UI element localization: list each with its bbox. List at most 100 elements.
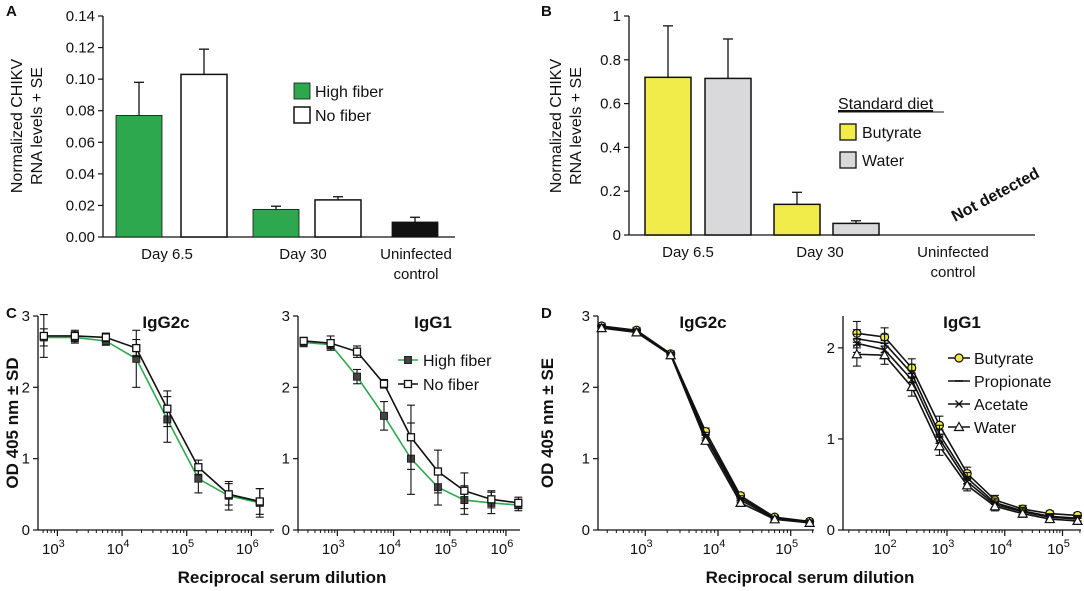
x-category-label: control [393, 266, 438, 283]
bar-butyrate [773, 203, 821, 236]
bar-high-fiber [115, 115, 163, 238]
y-tick-label: 0.12 [66, 40, 95, 57]
series-line-acetate [601, 326, 810, 523]
data-point [596, 322, 608, 333]
x-category-label: Day 30 [796, 244, 844, 261]
x-tick-label: 106 [491, 538, 514, 558]
x-tick-label: 105 [171, 538, 194, 558]
data-point [353, 372, 362, 381]
x-category-label: Day 6.5 [662, 244, 714, 261]
y-axis-label: OD 405 nm ± SE [538, 358, 557, 488]
y-tick-label: 1 [582, 451, 590, 468]
y-tick-label: 0.14 [66, 8, 95, 25]
x-tick-label: 103 [932, 538, 955, 558]
y-axis-label-line-1: Normalized CHIKV [9, 59, 26, 194]
panel-b-chart: 0 0.2 0.4 0.6 0.8 1 Day 6.5 Day 30 Uninfected con… [548, 8, 1042, 281]
x-category-label: Day 30 [279, 246, 327, 263]
y-axis-label: OD 405 nm ± SD [3, 357, 22, 488]
y-tick-label: 0.4 [600, 139, 621, 156]
data-point [39, 331, 48, 341]
x-tick-label: 104 [378, 538, 401, 558]
y-tick-label: 1 [22, 451, 30, 468]
panel-d-igg2c-chart: 0 1 2 3 103 104 105 IgG2c OD 405 nm ± SE [538, 308, 816, 558]
legend-label-water: Water [974, 420, 1017, 437]
data-point [403, 379, 413, 389]
y-tick-label: 0.2 [600, 183, 621, 200]
y-tick-label: 0.10 [66, 71, 95, 88]
series-line-no-fiber [43, 335, 260, 503]
bar-uninfected [391, 221, 439, 238]
legend-swatch-no-fiber [293, 106, 311, 124]
data-point [804, 517, 816, 527]
x-tick-label: 105 [434, 538, 457, 558]
data-point [1017, 507, 1029, 518]
series-line-butyrate [601, 325, 810, 523]
data-point [961, 479, 973, 490]
panel-label-a: A [6, 3, 17, 20]
data-point [132, 343, 141, 353]
legend-swatch-water [839, 151, 857, 169]
data-point [255, 497, 264, 506]
panel-title: IgG2c [679, 313, 726, 332]
not-detected-annotation: Not detected [949, 165, 1043, 226]
data-point [326, 338, 335, 348]
y-tick-label: 0 [22, 522, 30, 539]
legend-label-butyrate: Butyrate [974, 351, 1034, 368]
panel-d-igg1-chart: 0 1 2 102 103 104 105 IgG1 Butyrate Propionate Ace… [827, 313, 1084, 558]
x-category-label: control [930, 264, 975, 281]
data-point [404, 356, 412, 364]
data-point [101, 333, 111, 342]
data-point [487, 495, 496, 504]
x-tick-label: 104 [989, 538, 1012, 558]
x-category-label: Day 6.5 [141, 246, 193, 263]
legend-label-high-fiber: High fiber [423, 353, 492, 370]
x-tick-label: 105 [775, 538, 798, 558]
legend-label-water: Water [862, 153, 905, 170]
y-tick-label: 2 [22, 379, 30, 396]
y-tick-label: 0.8 [600, 52, 621, 69]
data-point [460, 486, 469, 495]
legend-label-high-fiber: High fiber [315, 84, 384, 101]
data-point [163, 404, 172, 413]
y-tick-label: 0 [282, 522, 290, 539]
y-tick-label: 0.08 [66, 103, 95, 120]
data-point [1044, 513, 1056, 524]
y-tick-label: 3 [582, 308, 590, 325]
y-tick-label: 0 [582, 522, 590, 539]
legend-label-no-fiber: No fiber [315, 108, 372, 125]
y-tick-label: 0 [827, 522, 835, 539]
y-tick-label: 0 [613, 227, 621, 244]
bar-high-fiber [252, 208, 300, 238]
data-point [224, 490, 233, 499]
x-tick-label: 106 [236, 538, 259, 558]
panel-a-chart: 0.00 0.02 0.04 0.06 0.08 0.10 0.12 0.14 Day 6.5 D… [9, 8, 455, 283]
series-line-water [601, 327, 810, 524]
legend-swatch-butyrate [839, 123, 857, 141]
data-point [989, 500, 1001, 511]
panel-title: IgG1 [414, 313, 452, 332]
panel-c-igg1-chart: 0 1 2 3 103 104 105 106 IgG1 High fiber No fiber [282, 308, 523, 558]
y-tick-label: 0.00 [66, 229, 95, 246]
y-tick-label: 0.02 [66, 197, 95, 214]
data-point [514, 498, 523, 508]
bar-no-fiber [180, 73, 228, 238]
data-point [700, 435, 712, 445]
y-tick-label: 1 [282, 451, 290, 468]
x-tick-label: 103 [42, 538, 65, 558]
bar-butyrate [644, 76, 692, 236]
legend-label-butyrate: Butyrate [862, 125, 922, 142]
x-tick-label: 103 [322, 538, 345, 558]
legend-label-acetate: Acetate [974, 397, 1028, 414]
y-tick-label: 0.6 [600, 96, 621, 113]
data-point [735, 497, 747, 507]
data-point [933, 440, 945, 451]
legend-swatch-high-fiber [293, 82, 311, 100]
y-axis-label-line-1: Normalized CHIKV [548, 59, 565, 194]
data-point [299, 336, 308, 346]
data-point [665, 349, 677, 360]
data-point [379, 411, 388, 420]
y-tick-label: 3 [22, 308, 30, 325]
panel-title: IgG1 [943, 313, 981, 332]
data-point [954, 353, 964, 363]
panel-c-igg2c-chart: 0 1 2 3 103 104 105 106 IgG2c OD 405 nm ± SD [3, 308, 274, 558]
